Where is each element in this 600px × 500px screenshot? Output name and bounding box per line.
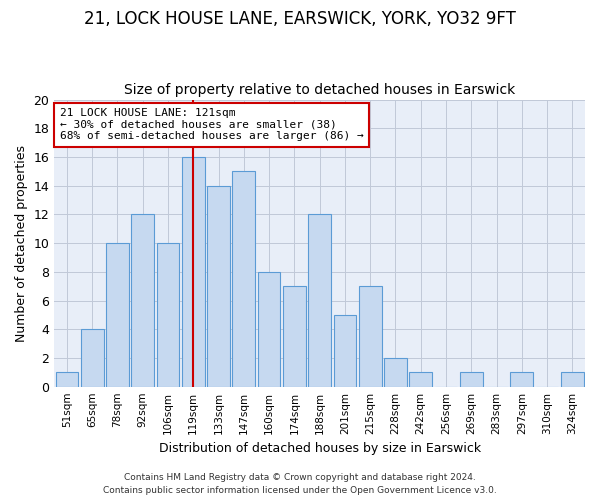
Bar: [182, 157, 205, 386]
Text: 21 LOCK HOUSE LANE: 121sqm
← 30% of detached houses are smaller (38)
68% of semi: 21 LOCK HOUSE LANE: 121sqm ← 30% of deta…: [59, 108, 364, 142]
Text: Contains HM Land Registry data © Crown copyright and database right 2024.
Contai: Contains HM Land Registry data © Crown c…: [103, 474, 497, 495]
Bar: [157, 243, 179, 386]
Bar: [131, 214, 154, 386]
Bar: [207, 186, 230, 386]
Bar: [561, 372, 584, 386]
Bar: [81, 330, 104, 386]
Title: Size of property relative to detached houses in Earswick: Size of property relative to detached ho…: [124, 83, 515, 97]
Bar: [283, 286, 306, 386]
Y-axis label: Number of detached properties: Number of detached properties: [15, 144, 28, 342]
Bar: [308, 214, 331, 386]
Bar: [359, 286, 382, 386]
Bar: [460, 372, 482, 386]
Text: 21, LOCK HOUSE LANE, EARSWICK, YORK, YO32 9FT: 21, LOCK HOUSE LANE, EARSWICK, YORK, YO3…: [84, 10, 516, 28]
Bar: [232, 172, 255, 386]
Bar: [56, 372, 78, 386]
X-axis label: Distribution of detached houses by size in Earswick: Distribution of detached houses by size …: [158, 442, 481, 455]
Bar: [106, 243, 129, 386]
Bar: [384, 358, 407, 386]
Bar: [334, 315, 356, 386]
Bar: [409, 372, 432, 386]
Bar: [258, 272, 280, 386]
Bar: [511, 372, 533, 386]
